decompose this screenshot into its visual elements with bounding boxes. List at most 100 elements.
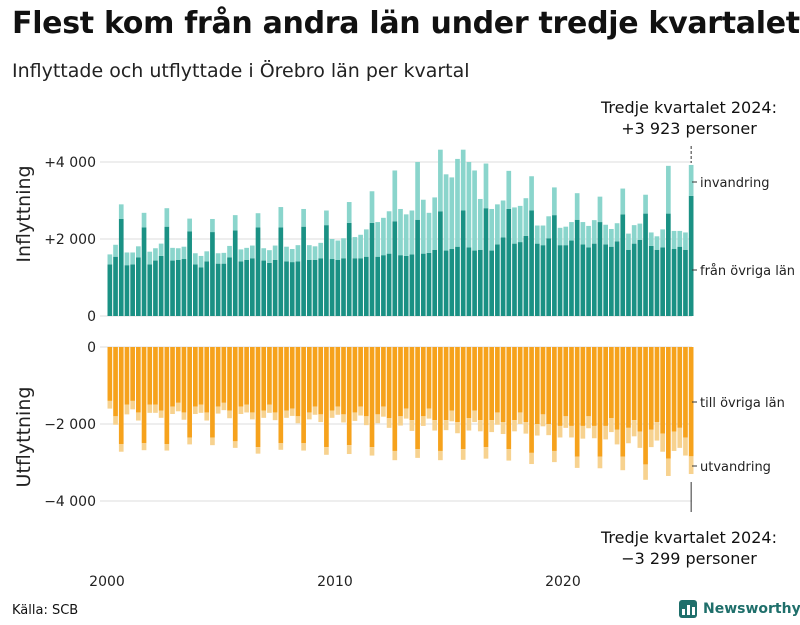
bar-till-ovriga-lan: [312, 347, 318, 407]
bar-invandring: [597, 196, 603, 223]
bar-fran-ovriga-lan: [403, 255, 409, 316]
bar-till-ovriga-lan: [381, 347, 386, 407]
bar-till-ovriga-lan: [403, 347, 409, 409]
bar-utvandring: [113, 416, 118, 425]
bar-fran-ovriga-lan: [113, 256, 118, 316]
bar-invandring: [580, 222, 586, 245]
bar-utvandring: [654, 422, 660, 441]
bar-invandring: [546, 216, 552, 239]
bar-utvandring: [580, 425, 586, 439]
bar-till-ovriga-lan: [255, 347, 261, 448]
bar-utvandring: [597, 456, 603, 469]
bar-invandring: [221, 252, 227, 264]
bar-invandring: [267, 250, 272, 263]
bar-fran-ovriga-lan: [324, 225, 329, 316]
bar-fran-ovriga-lan: [210, 232, 215, 316]
bar-fran-ovriga-lan: [147, 264, 153, 316]
bar-invandring: [136, 246, 141, 258]
bar-utvandring: [677, 427, 683, 448]
bar-fran-ovriga-lan: [472, 250, 477, 316]
x-tick-label: 2020: [545, 574, 581, 590]
bar-utvandring: [438, 450, 443, 461]
bar-fran-ovriga-lan: [164, 226, 170, 316]
bar-fran-ovriga-lan: [688, 195, 694, 316]
bar-fran-ovriga-lan: [438, 211, 443, 316]
bar-till-ovriga-lan: [609, 347, 614, 419]
bar-till-ovriga-lan: [654, 347, 660, 423]
bar-invandring: [232, 215, 238, 231]
bar-utvandring: [158, 410, 164, 418]
bar-utvandring: [204, 412, 210, 421]
bar-till-ovriga-lan: [187, 347, 192, 438]
bar-invandring: [557, 227, 563, 246]
bar-till-ovriga-lan: [284, 347, 289, 411]
bar-till-ovriga-lan: [597, 347, 603, 457]
bar-invandring: [477, 198, 483, 250]
label-utvandring: utvandring: [700, 460, 771, 475]
bar-fran-ovriga-lan: [238, 261, 244, 316]
bar-invandring: [517, 205, 523, 243]
bar-till-ovriga-lan: [443, 347, 449, 421]
bar-till-ovriga-lan: [215, 347, 221, 407]
bar-invandring: [677, 230, 683, 247]
bar-till-ovriga-lan: [472, 347, 477, 411]
bar-fran-ovriga-lan: [666, 213, 671, 316]
bar-utvandring: [284, 410, 289, 418]
bar-till-ovriga-lan: [466, 347, 472, 419]
bar-invandring: [609, 228, 614, 247]
bar-fran-ovriga-lan: [409, 254, 415, 316]
bar-till-ovriga-lan: [648, 347, 654, 430]
bar-invandring: [637, 223, 643, 240]
bar-utvandring: [569, 425, 574, 438]
top-tick-label: +2 000: [44, 232, 96, 248]
bar-invandring: [620, 188, 626, 215]
bar-utvandring: [614, 429, 620, 445]
bar-utvandring: [187, 437, 192, 445]
bar-fran-ovriga-lan: [358, 258, 363, 316]
bar-invandring: [529, 176, 534, 211]
bar-utvandring: [272, 412, 278, 421]
x-tick-label: 2000: [89, 574, 125, 590]
bar-fran-ovriga-lan: [352, 258, 358, 316]
bar-utvandring: [557, 425, 563, 438]
callout-top-line1: Tredje kvartalet 2024:: [601, 98, 777, 117]
bar-invandring: [523, 198, 529, 236]
callout-top-line2: +3 923 personer: [621, 119, 757, 138]
bar-fran-ovriga-lan: [278, 227, 284, 316]
bar-fran-ovriga-lan: [529, 210, 534, 316]
bar-utvandring: [301, 443, 306, 451]
bar-till-ovriga-lan: [192, 347, 198, 407]
bar-invandring: [118, 204, 124, 219]
bar-fran-ovriga-lan: [381, 255, 386, 316]
bar-fran-ovriga-lan: [306, 259, 312, 316]
bar-invandring: [466, 162, 472, 248]
bar-till-ovriga-lan: [107, 347, 113, 401]
bar-utvandring: [164, 444, 170, 451]
bar-till-ovriga-lan: [637, 347, 643, 432]
bar-till-ovriga-lan: [261, 347, 267, 411]
bar-fran-ovriga-lan: [249, 258, 255, 316]
label-till-ovriga-lan: till övriga län: [700, 396, 785, 411]
bar-utvandring: [107, 400, 113, 409]
bar-invandring: [215, 253, 221, 264]
bar-utvandring: [489, 420, 495, 433]
bar-invandring: [586, 225, 591, 248]
bar-till-ovriga-lan: [449, 347, 455, 411]
bar-fran-ovriga-lan: [574, 219, 580, 316]
bar-till-ovriga-lan: [272, 347, 278, 413]
bar-fran-ovriga-lan: [215, 263, 221, 316]
bar-invandring: [318, 242, 324, 259]
bar-invandring: [358, 234, 363, 259]
bar-utvandring: [198, 404, 204, 413]
bar-invandring: [420, 199, 426, 254]
bar-fran-ovriga-lan: [506, 208, 512, 316]
bar-fran-ovriga-lan: [341, 258, 346, 316]
bar-invandring: [495, 204, 500, 245]
bar-till-ovriga-lan: [267, 347, 272, 405]
chart-title: Flest kom från andra län under tredje kv…: [12, 6, 800, 41]
bar-invandring: [438, 149, 443, 212]
bar-utvandring: [215, 406, 221, 414]
bar-utvandring: [563, 416, 569, 428]
bar-till-ovriga-lan: [210, 347, 215, 438]
bar-utvandring: [386, 418, 392, 428]
